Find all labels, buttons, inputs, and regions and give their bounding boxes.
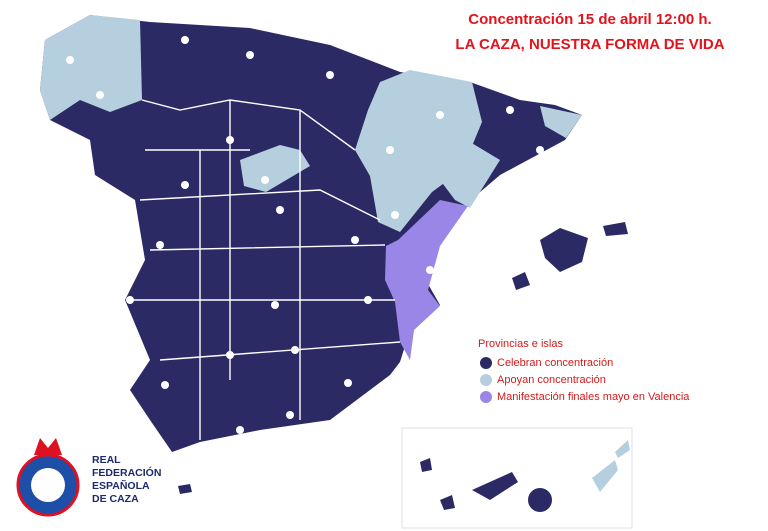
title-line-2: LA CAZA, NUESTRA FORMA DE VIDA <box>455 36 724 53</box>
aragon-support <box>355 70 482 232</box>
logo-inner <box>31 468 65 502</box>
island <box>592 460 618 492</box>
legend-title: Provincias e islas <box>478 338 563 350</box>
legend-swatch <box>480 374 492 386</box>
logo-line: REAL <box>92 454 121 466</box>
logo-line: FEDERACIÓN <box>92 466 161 479</box>
legend: Provincias e islas Celebran concentració… <box>478 338 690 403</box>
island <box>472 472 518 500</box>
canary-inset <box>401 427 633 529</box>
ibiza <box>512 272 530 290</box>
tarragona-support <box>440 142 500 208</box>
valencia-region <box>385 200 468 360</box>
ceuta <box>178 484 192 494</box>
capital-dots <box>66 36 544 434</box>
girona-support <box>540 106 582 138</box>
logo-line: ESPAÑOLA <box>92 479 150 492</box>
mallorca <box>540 228 588 272</box>
island <box>615 440 630 458</box>
island <box>420 458 432 472</box>
legend-label: Apoyan concentración <box>497 374 606 386</box>
menorca <box>603 222 628 236</box>
legend-swatch <box>480 391 492 403</box>
galicia-support <box>40 15 142 120</box>
province-borders <box>130 99 401 440</box>
logo-crown <box>34 438 62 455</box>
island <box>440 495 455 510</box>
legend-label: Celebran concentración <box>497 357 613 369</box>
inset-frame <box>401 427 633 529</box>
title-line-1: Concentración 15 de abril 12:00 h. <box>468 11 711 28</box>
island <box>528 488 552 512</box>
logo-line: DE CAZA <box>92 493 139 505</box>
center-support <box>240 145 310 192</box>
legend-swatch <box>480 357 492 369</box>
map <box>40 15 628 494</box>
legend-label: Manifestación finales mayo en Valencia <box>497 391 690 403</box>
